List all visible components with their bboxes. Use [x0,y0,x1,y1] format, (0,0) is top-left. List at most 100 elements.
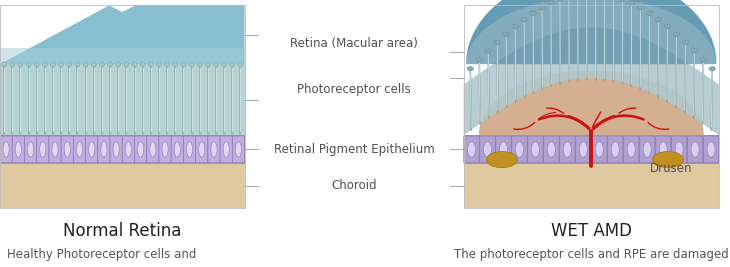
Ellipse shape [165,62,169,67]
Polygon shape [0,5,245,64]
FancyBboxPatch shape [134,136,147,163]
Ellipse shape [9,62,15,67]
Ellipse shape [664,24,671,29]
FancyBboxPatch shape [110,136,122,163]
FancyBboxPatch shape [528,136,543,163]
Ellipse shape [564,142,572,157]
Ellipse shape [467,66,474,71]
FancyBboxPatch shape [703,136,719,163]
Ellipse shape [637,5,644,10]
Ellipse shape [205,62,210,67]
Ellipse shape [140,62,145,67]
Ellipse shape [707,142,715,157]
Ellipse shape [485,49,491,53]
FancyBboxPatch shape [464,136,480,163]
Ellipse shape [150,142,156,157]
Ellipse shape [101,142,107,157]
Ellipse shape [189,62,194,67]
Ellipse shape [197,62,202,67]
FancyBboxPatch shape [98,136,110,163]
Ellipse shape [222,62,226,67]
Ellipse shape [137,142,144,157]
Ellipse shape [557,0,564,1]
Ellipse shape [499,142,507,157]
Polygon shape [464,27,719,135]
Ellipse shape [691,142,699,157]
FancyBboxPatch shape [672,136,687,163]
FancyBboxPatch shape [183,136,196,163]
Ellipse shape [503,32,510,36]
Text: Normal Retina: Normal Retina [63,222,182,239]
Ellipse shape [659,142,667,157]
Ellipse shape [653,151,683,168]
Polygon shape [0,164,245,208]
Ellipse shape [211,142,217,157]
Ellipse shape [173,62,177,67]
Ellipse shape [162,142,168,157]
Polygon shape [464,70,719,135]
FancyBboxPatch shape [639,136,655,163]
Ellipse shape [99,62,104,67]
Ellipse shape [486,151,517,168]
Ellipse shape [26,62,31,67]
Ellipse shape [515,142,523,157]
Polygon shape [464,164,719,208]
Ellipse shape [531,142,539,157]
FancyBboxPatch shape [147,136,159,163]
FancyBboxPatch shape [623,136,639,163]
FancyBboxPatch shape [208,136,220,163]
Ellipse shape [1,62,7,67]
Ellipse shape [476,57,483,62]
Ellipse shape [682,40,688,44]
FancyBboxPatch shape [480,136,495,163]
FancyBboxPatch shape [159,136,171,163]
Bar [0,5,245,208]
Ellipse shape [58,62,64,67]
Ellipse shape [709,66,715,71]
FancyBboxPatch shape [0,136,12,163]
Ellipse shape [15,142,21,157]
Ellipse shape [494,40,501,44]
Ellipse shape [512,24,518,29]
FancyBboxPatch shape [25,136,36,163]
FancyBboxPatch shape [591,136,607,163]
Ellipse shape [34,62,39,67]
Ellipse shape [18,62,23,67]
Ellipse shape [75,62,80,67]
Text: Healthy Photoreceptor cells and
Retinal Pigment Epithelium (RPE): Healthy Photoreceptor cells and Retinal … [7,248,204,267]
FancyBboxPatch shape [12,136,24,163]
FancyBboxPatch shape [172,136,183,163]
Ellipse shape [700,57,707,62]
Ellipse shape [673,32,680,36]
Ellipse shape [646,11,653,15]
FancyBboxPatch shape [61,136,73,163]
Ellipse shape [595,142,603,157]
Ellipse shape [126,142,131,157]
Ellipse shape [148,62,153,67]
Ellipse shape [174,142,180,157]
Ellipse shape [64,142,70,157]
FancyBboxPatch shape [36,136,49,163]
Polygon shape [466,0,717,64]
Text: WET AMD: WET AMD [551,222,631,239]
Ellipse shape [643,142,651,157]
Ellipse shape [691,49,698,53]
Ellipse shape [467,142,475,157]
Bar [464,5,719,208]
Ellipse shape [199,142,205,157]
FancyBboxPatch shape [49,136,61,163]
Text: Drusen: Drusen [650,162,693,175]
FancyBboxPatch shape [560,136,575,163]
Ellipse shape [235,142,242,157]
Ellipse shape [181,62,186,67]
Ellipse shape [107,62,112,67]
Ellipse shape [50,62,55,67]
Ellipse shape [186,142,193,157]
Ellipse shape [67,62,72,67]
FancyBboxPatch shape [544,136,559,163]
Polygon shape [0,135,245,164]
FancyBboxPatch shape [496,136,511,163]
Ellipse shape [77,142,82,157]
Ellipse shape [548,1,554,5]
Ellipse shape [116,62,120,67]
